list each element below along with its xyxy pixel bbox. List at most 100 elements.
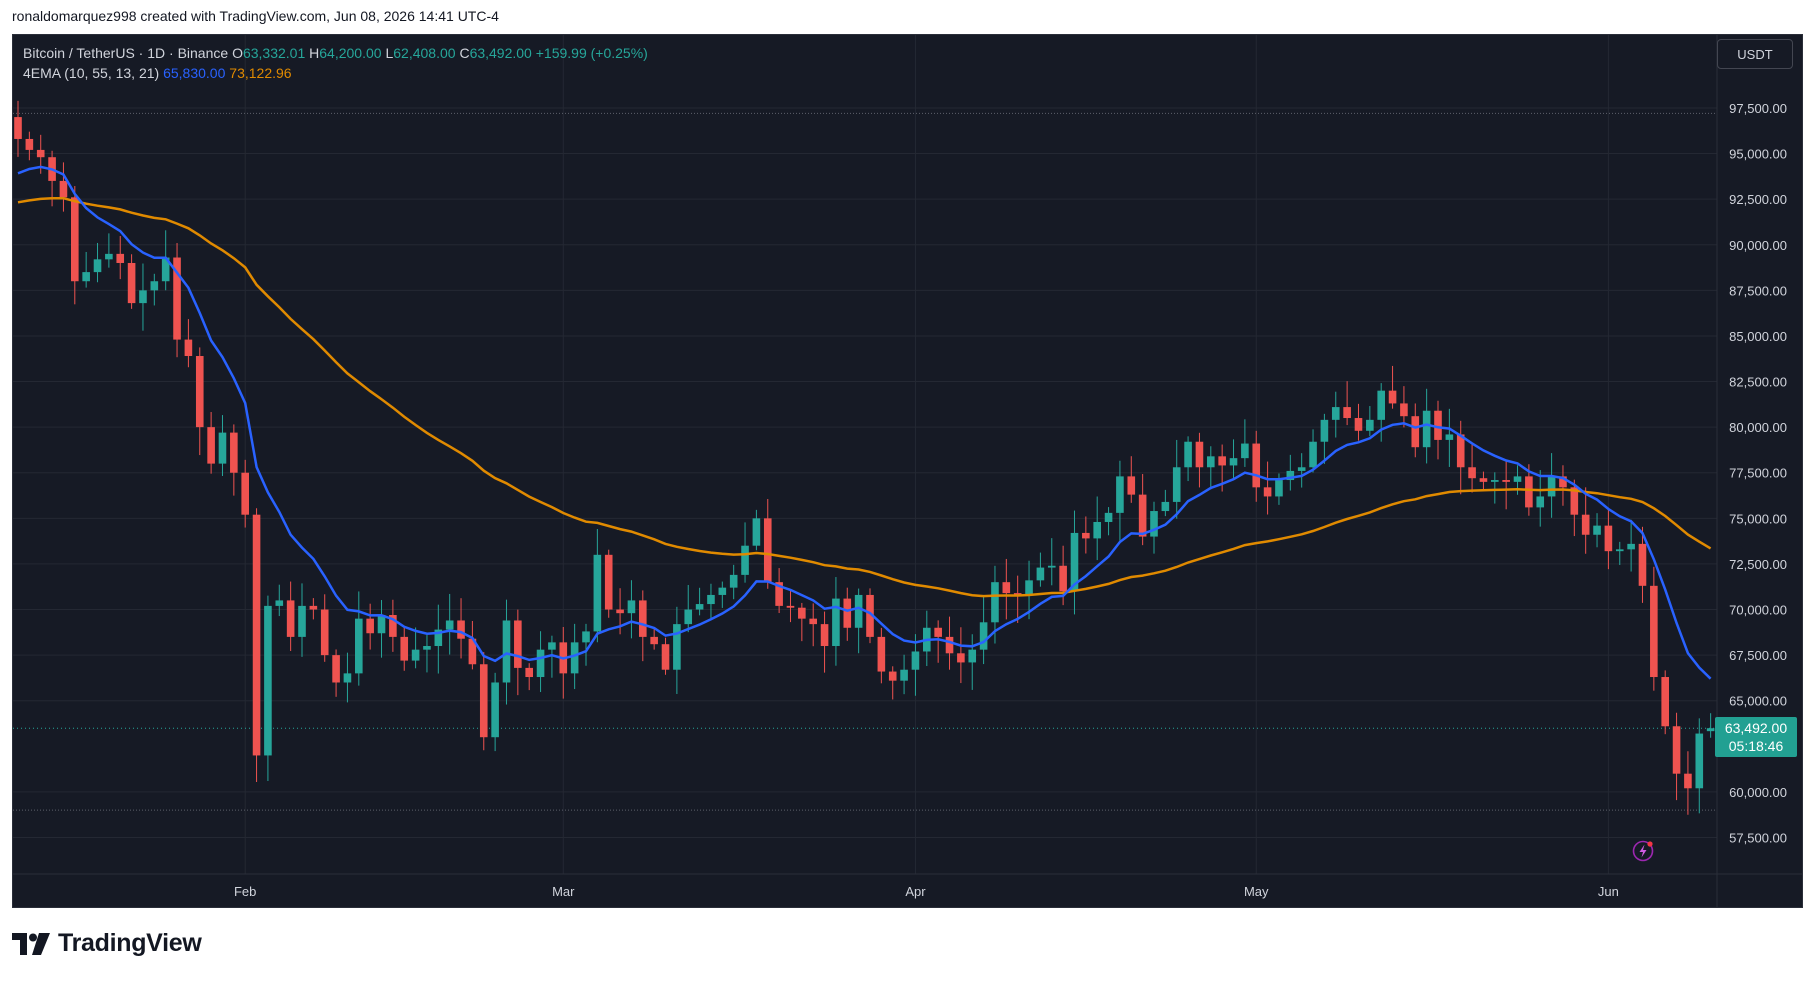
candle-body (1263, 487, 1272, 497)
change-value: +159.99 (+0.25%) (535, 45, 648, 61)
symbol-title[interactable]: Bitcoin / TetherUS · 1D · Binance (23, 45, 229, 61)
candle-body (230, 432, 238, 473)
price-tick-label: 67,500.00 (1729, 648, 1787, 663)
symbol-legend: Bitcoin / TetherUS · 1D · Binance O63,33… (23, 43, 648, 83)
candle-body (1138, 494, 1147, 537)
currency-selector[interactable]: USDT (1717, 39, 1793, 69)
candle-body (661, 644, 670, 670)
candle-body (741, 545, 749, 575)
legend-ohlc-row: Bitcoin / TetherUS · 1D · Binance O63,33… (23, 43, 648, 63)
candle-body (888, 671, 897, 681)
tradingview-brand[interactable]: TradingView (12, 929, 202, 958)
candle-body (1150, 511, 1158, 537)
price-tick-label: 82,500.00 (1729, 375, 1787, 390)
ema-fast-value: 65,830.00 (163, 65, 226, 81)
price-tick-label: 92,500.00 (1729, 192, 1787, 207)
ema-slow-line (17, 196, 1712, 598)
candle-body (434, 629, 443, 647)
candle-body (93, 259, 102, 273)
candlestick-chart[interactable]: 97,500.00 95,000.00 92,500.00 90,000.00 87,5… (13, 35, 1802, 907)
candle-body (1093, 521, 1101, 539)
candle-body (14, 117, 22, 139)
candle-body (127, 262, 136, 304)
candles (14, 100, 1715, 815)
candle-body (1252, 443, 1261, 488)
candle-body (1047, 565, 1056, 568)
candle-body (1127, 476, 1136, 495)
candle-body (866, 594, 874, 637)
candle-body (309, 605, 318, 610)
candle-body (1615, 549, 1624, 552)
candle-body (798, 607, 806, 619)
candle-body (1195, 441, 1204, 468)
price-tick-label: 87,500.00 (1729, 283, 1787, 298)
time-tick-label: Jun (1598, 884, 1619, 899)
candle-body (400, 636, 409, 661)
candle-body (1218, 456, 1226, 466)
candle-body (695, 604, 704, 610)
candle-body (1172, 467, 1181, 502)
close-label: C (459, 45, 470, 61)
high-value: 64,200.00 (319, 45, 382, 61)
candle-body (854, 594, 863, 628)
candle-body (1445, 434, 1454, 440)
open-value: 63,332.01 (242, 45, 306, 61)
candle-body (1661, 677, 1669, 727)
candle-body (1082, 532, 1090, 539)
price-tick-label: 72,500.00 (1729, 557, 1787, 572)
price-tick-label: 95,000.00 (1729, 147, 1787, 162)
chart-pane[interactable]: 97,500.00 95,000.00 92,500.00 90,000.00 87,5… (12, 34, 1803, 908)
candle-body (718, 587, 727, 595)
candle-body (548, 642, 556, 650)
price-axis[interactable]: 97,500.00 95,000.00 92,500.00 90,000.00 87,5… (1716, 35, 1787, 907)
candle-body (218, 432, 227, 464)
high-label: H (309, 45, 320, 61)
candle-body (673, 624, 681, 670)
price-tick-label: 85,000.00 (1729, 329, 1787, 344)
dotted-levels (13, 112, 1717, 811)
time-axis[interactable]: Feb Mar Apr May Jun (13, 873, 1802, 899)
candle-body (36, 149, 45, 158)
price-tick-label: 75,000.00 (1729, 511, 1787, 526)
flash-icon[interactable] (1632, 840, 1654, 862)
candle-body (1116, 476, 1124, 513)
candle-body (1184, 441, 1192, 468)
candle-body (1513, 476, 1522, 482)
candle-body (1207, 456, 1215, 468)
candle-body (1570, 487, 1579, 515)
candle-body (1286, 470, 1295, 481)
candle-body (968, 649, 977, 663)
candle-body (1229, 458, 1238, 466)
price-tick-label: 97,500.00 (1729, 101, 1787, 116)
time-tick-label: Mar (552, 884, 575, 899)
ema-lines (17, 165, 1712, 680)
candle-body (1422, 410, 1431, 448)
candle-body (775, 582, 783, 606)
candle-body (1025, 580, 1033, 595)
candle-body (1456, 434, 1465, 468)
candle-body (979, 622, 988, 650)
candle-body (1104, 512, 1113, 522)
candle-body (377, 615, 386, 634)
candle-body (1706, 728, 1715, 732)
candle-body (945, 636, 954, 654)
grid-lines (13, 35, 1717, 874)
candle-body (1366, 419, 1374, 431)
candle-body (843, 598, 852, 628)
time-tick-label: May (1244, 884, 1269, 899)
snapshot-caption: ronaldomarquez998 created with TradingVi… (12, 8, 499, 24)
candle-body (173, 257, 181, 340)
candle-body (752, 518, 761, 546)
time-tick-label: Feb (234, 884, 256, 899)
candle-body (1604, 525, 1613, 552)
candle-body (207, 427, 215, 464)
candle-body (1593, 525, 1601, 535)
candle-body (1491, 480, 1499, 482)
candle-body (991, 582, 999, 623)
price-tick-label: 57,500.00 (1729, 831, 1787, 846)
candle-body (1241, 443, 1249, 459)
candle-body (525, 667, 533, 678)
ema-fast-line (17, 165, 1712, 680)
candle-body (161, 257, 170, 282)
indicator-title[interactable]: 4EMA (10, 55, 13, 21) (23, 65, 160, 81)
